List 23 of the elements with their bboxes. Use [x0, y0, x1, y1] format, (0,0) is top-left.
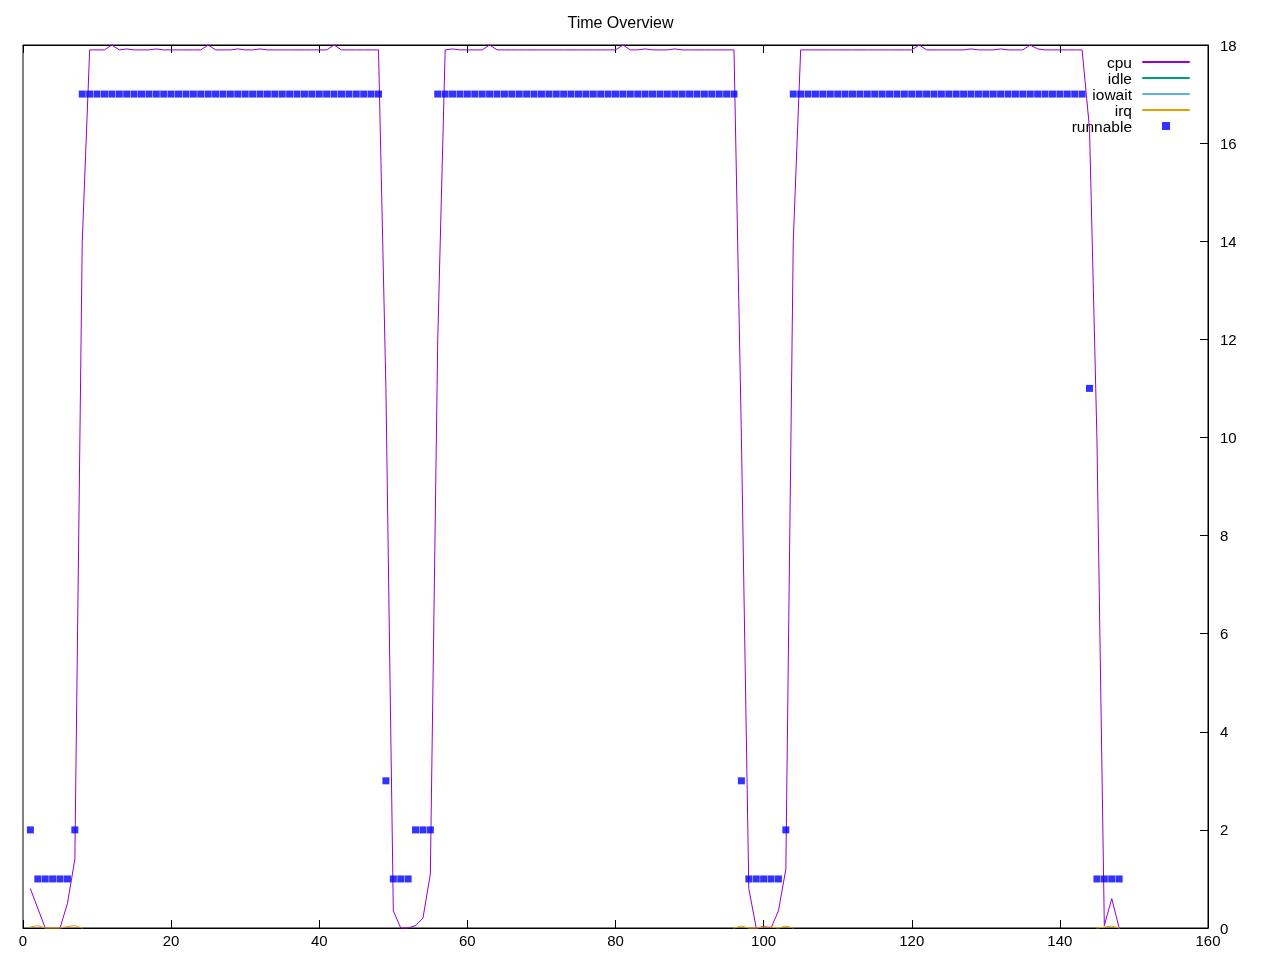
legend-label: irq [1114, 101, 1132, 119]
x-tick-label: 20 [162, 932, 180, 949]
x-tick-label: 80 [607, 932, 624, 949]
y-tick-label: 10 [1220, 428, 1237, 446]
x-tick-label: 140 [1047, 932, 1073, 949]
y-tick-label: 18 [1220, 36, 1237, 54]
y-tick-label: 6 [1220, 625, 1229, 643]
x-tick-label: 60 [459, 932, 476, 949]
y-tick-label: 16 [1220, 134, 1237, 152]
x-tick-label: 40 [310, 932, 328, 949]
y-tick-label: 12 [1220, 330, 1237, 348]
legend-label: iowait [1092, 85, 1133, 103]
y-tick-label: 4 [1220, 723, 1229, 741]
x-tick-label: 100 [751, 932, 777, 949]
y-tick-label: 2 [1220, 821, 1229, 839]
legend-label: cpu [1107, 53, 1132, 71]
x-tick-label: 160 [1195, 932, 1221, 949]
y-tick-label: 8 [1220, 527, 1229, 545]
x-tick-label: 0 [18, 932, 28, 949]
chart-title: Time Overview [567, 13, 674, 31]
y-tick-label: 14 [1220, 232, 1237, 250]
x-tick-label: 120 [899, 932, 925, 949]
y-tick-label: 0 [1220, 919, 1229, 937]
